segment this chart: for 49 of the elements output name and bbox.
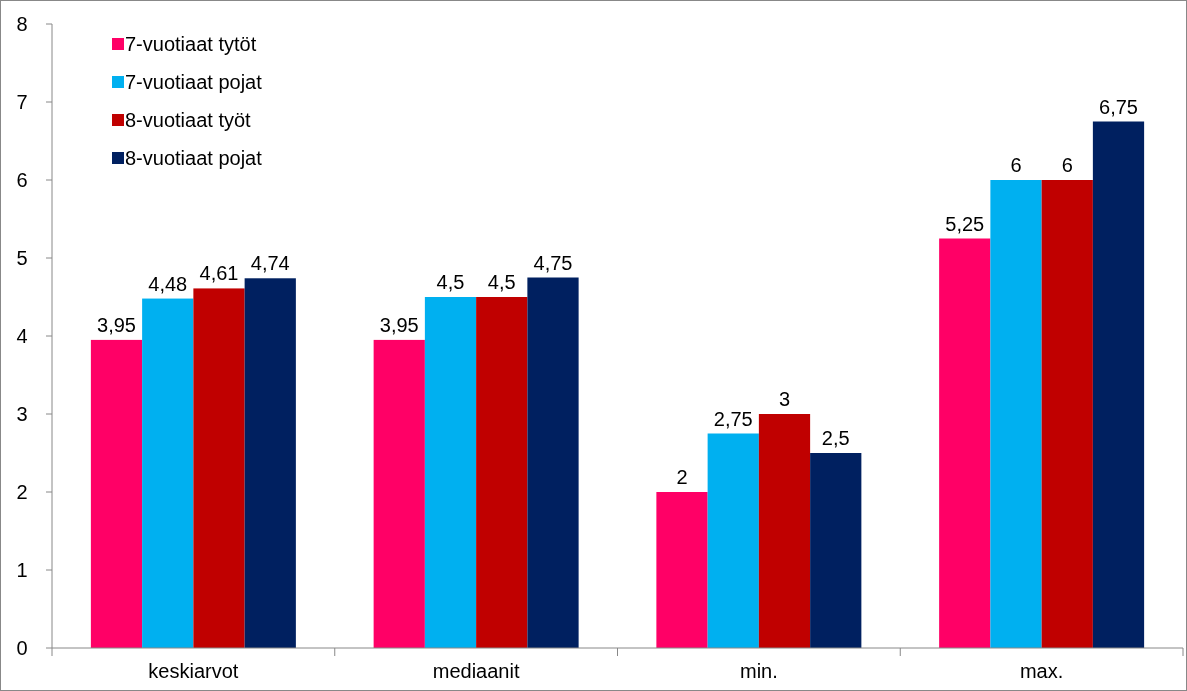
y-tick-label: 1 — [16, 559, 28, 581]
y-tick-label: 6 — [16, 169, 28, 191]
data-label: 2,75 — [713, 407, 753, 430]
bar — [1041, 180, 1093, 648]
bar — [758, 414, 811, 648]
bar — [810, 453, 862, 648]
y-tick-label: 3 — [16, 403, 28, 425]
legend-label: 8-vuotiaat työt — [125, 109, 252, 131]
bar — [656, 492, 708, 648]
data-label: 4,5 — [436, 271, 465, 293]
legend-label: 7-vuotiaat pojat — [125, 71, 263, 93]
legend-label: 8-vuotiaat pojat — [125, 147, 263, 169]
data-label: 4,74 — [250, 252, 290, 275]
data-label: 2 — [676, 466, 688, 488]
data-label: 3,95 — [379, 313, 419, 336]
data-label: 4,75 — [533, 251, 573, 274]
y-tick-label: 8 — [16, 13, 28, 35]
y-tick-label: 5 — [16, 247, 28, 269]
x-tick-label: min. — [739, 660, 778, 682]
y-tick-label: 4 — [16, 325, 28, 347]
x-tick-label: mediaanit — [432, 660, 520, 682]
data-label: 3,95 — [97, 313, 136, 336]
data-label: 4,48 — [148, 272, 188, 295]
data-label: 4,61 — [199, 262, 239, 285]
bar — [476, 297, 528, 648]
data-label: 4,5 — [487, 271, 516, 293]
x-tick-label: max. — [1019, 660, 1064, 682]
data-label: 6 — [1010, 154, 1022, 176]
bar — [193, 288, 245, 648]
bar — [90, 339, 143, 648]
y-tick-label: 7 — [16, 91, 28, 113]
data-label: 6 — [1061, 154, 1073, 176]
data-label: 3 — [778, 388, 791, 410]
bar — [424, 297, 477, 648]
data-label: 2,5 — [821, 427, 850, 449]
data-label: 6,75 — [1099, 95, 1138, 118]
legend-label: 7-vuotiaat tytöt — [125, 33, 257, 55]
bar — [1092, 121, 1145, 648]
bar — [142, 298, 194, 648]
data-label: 5,25 — [945, 212, 985, 235]
bar — [990, 180, 1042, 648]
bar — [244, 278, 296, 648]
bar — [939, 238, 991, 648]
bar — [707, 433, 759, 648]
y-tick-label: 0 — [16, 637, 28, 659]
y-tick-label: 2 — [16, 481, 28, 503]
bar — [527, 277, 579, 648]
bar — [373, 339, 425, 648]
x-tick-label: keskiarvot — [148, 660, 239, 682]
